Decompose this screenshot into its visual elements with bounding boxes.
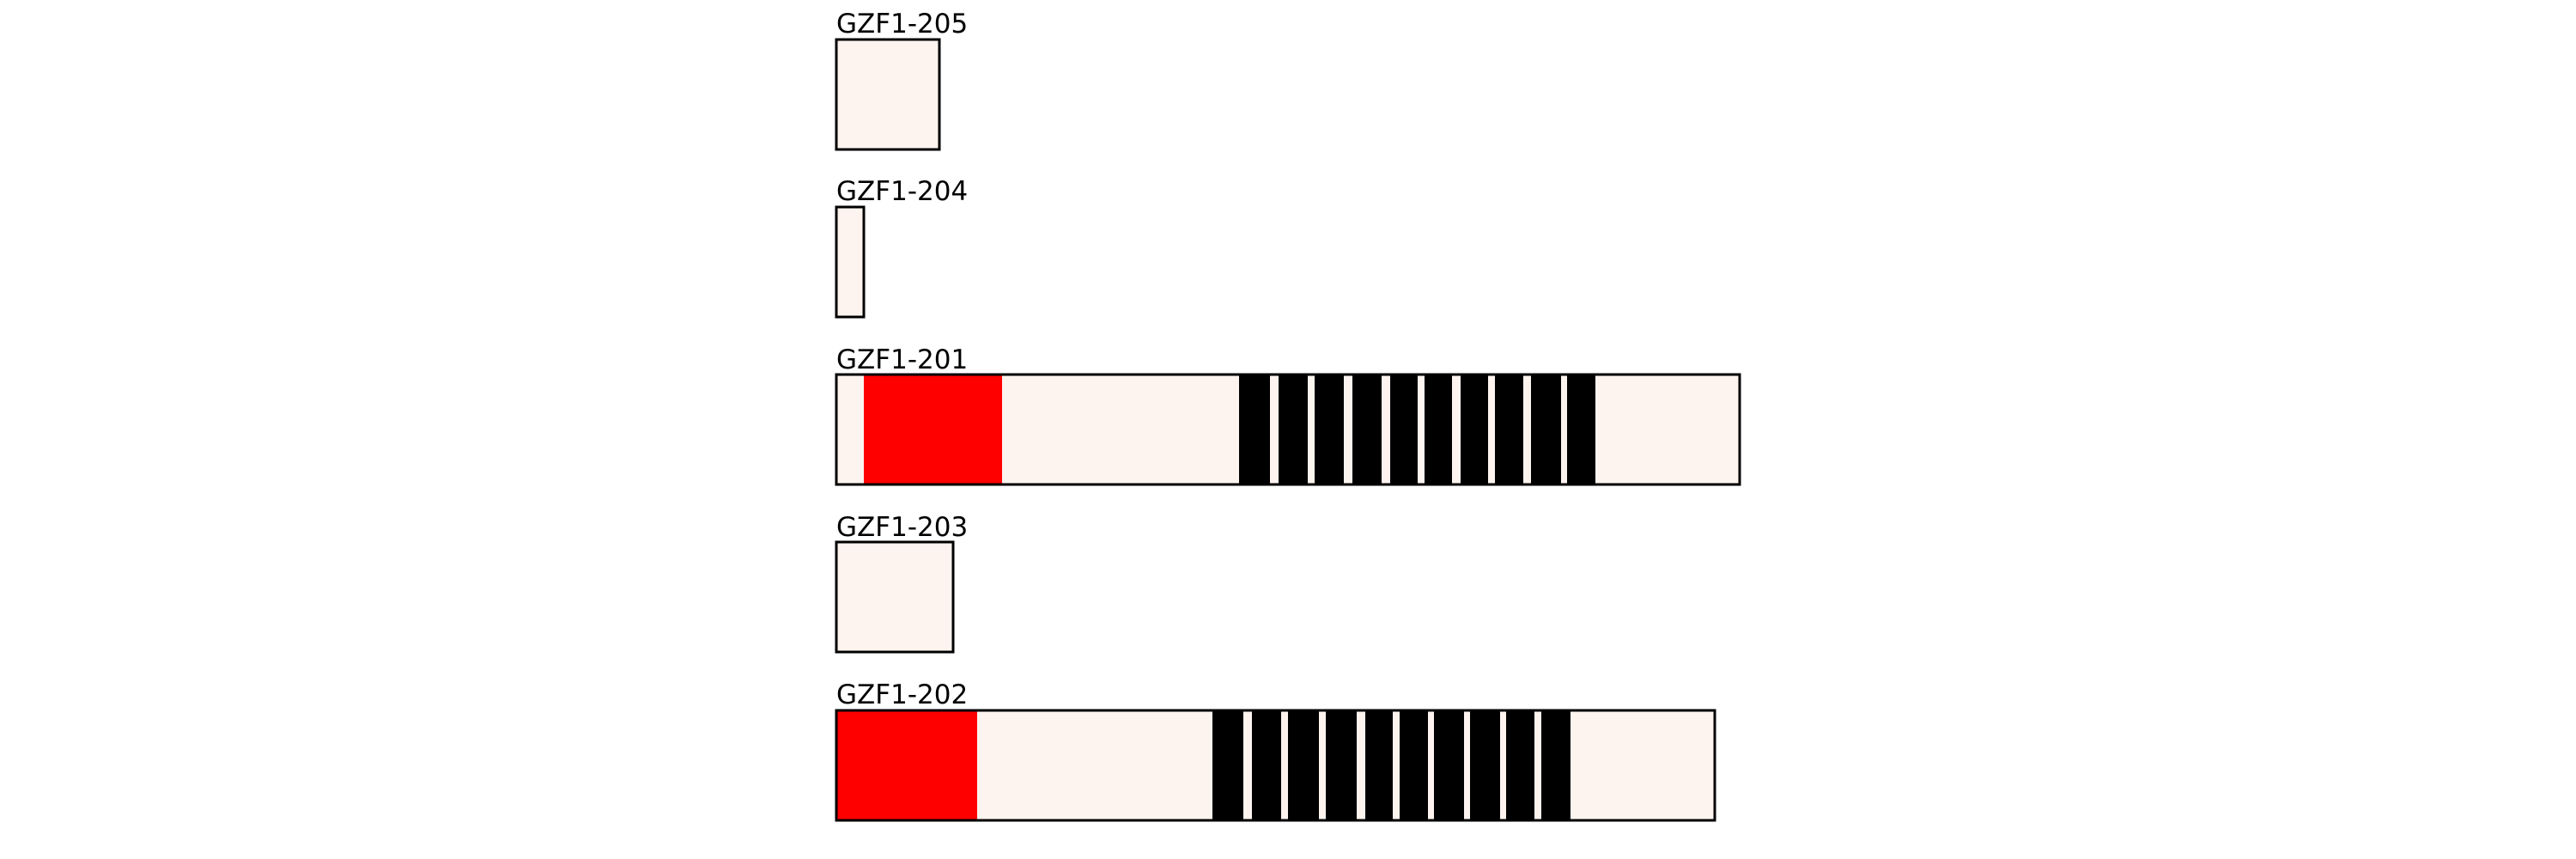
domain-repeat: [1239, 375, 1270, 484]
transcript-outline: [835, 205, 866, 319]
domain-repeat: [1531, 375, 1561, 484]
domain-repeat: [1495, 375, 1523, 484]
domain-repeat: [1326, 710, 1357, 820]
domain-repeat: [1461, 375, 1488, 484]
transcript-label: GZF1-204: [836, 176, 968, 207]
transcript-body: [836, 40, 939, 149]
domain-repeat: [1365, 710, 1393, 820]
transcript-outline: [835, 38, 941, 151]
domain-repeat: [1352, 375, 1382, 484]
domain-repeat: [1252, 710, 1281, 820]
transcript-outline: [835, 709, 1716, 822]
transcript-label: GZF1-205: [836, 9, 968, 40]
transcript-label: GZF1-201: [836, 344, 968, 375]
transcript-body: [836, 207, 864, 317]
domain-repeat: [1390, 375, 1418, 484]
transcript-outline: [835, 373, 1741, 486]
transcript-label: GZF1-203: [836, 512, 968, 543]
domain-repeat: [1434, 710, 1464, 820]
domain-red: [864, 375, 1002, 484]
domain-repeat: [1425, 375, 1452, 484]
transcript-label: GZF1-202: [836, 679, 968, 710]
transcript-outline: [835, 540, 955, 654]
domain-repeat: [1212, 710, 1243, 820]
domain-repeat: [1279, 375, 1308, 484]
domain-repeat: [1400, 710, 1428, 820]
domain-repeat: [1288, 710, 1319, 820]
transcript-body: [836, 542, 953, 652]
domain-repeat: [1506, 710, 1534, 820]
domain-repeat: [1315, 375, 1344, 484]
domain-repeat: [1541, 710, 1571, 820]
domain-red: [836, 710, 977, 820]
domain-repeat: [1567, 375, 1595, 484]
domain-repeat: [1470, 710, 1500, 820]
